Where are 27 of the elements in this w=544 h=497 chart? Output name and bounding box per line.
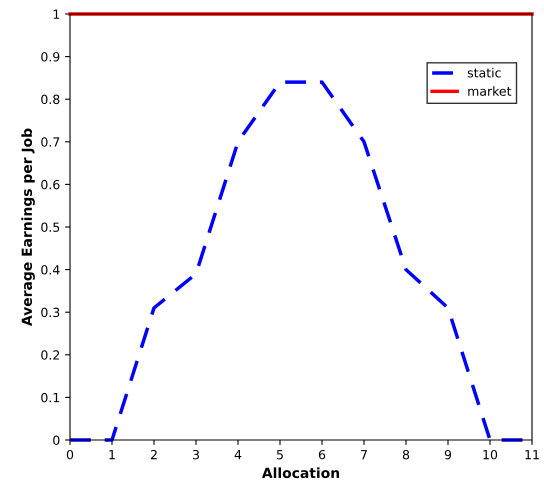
y-tick-label: 0.6 (41, 180, 60, 190)
legend-label: market (468, 86, 512, 96)
y-tick-label: 0.5 (41, 222, 60, 232)
y-tick-label: 0.8 (41, 94, 60, 104)
x-tick-label: 3 (192, 450, 199, 460)
y-tick-label: 0.4 (41, 265, 60, 275)
x-tick-label: 2 (150, 450, 157, 460)
x-tick-label: 4 (234, 450, 242, 460)
legend-label: static (468, 68, 501, 78)
x-tick-label: 7 (361, 450, 367, 460)
x-tick-label: 8 (402, 450, 410, 460)
y-tick-label: 0.3 (41, 308, 60, 318)
y-tick-label: 0.2 (41, 350, 60, 360)
x-tick-label: 6 (318, 450, 326, 460)
x-tick-label: 5 (276, 450, 283, 460)
y-axis-title: Average Earnings per Job (21, 128, 35, 326)
y-tick-label: 0 (53, 435, 60, 445)
x-tick-label: 9 (444, 450, 452, 460)
y-tick-label: 1 (54, 10, 60, 19)
y-tick-label: 0.7 (41, 137, 60, 147)
x-tick-label: 0 (66, 450, 74, 460)
y-tick-label: 0.1 (41, 392, 60, 402)
x-axis-title: Allocation (262, 467, 340, 478)
x-tick-label: 11 (525, 450, 539, 460)
y-tick-label: 0.9 (41, 52, 60, 62)
x-tick-label: 10 (483, 450, 498, 460)
x-tick-label: 1 (109, 450, 115, 460)
